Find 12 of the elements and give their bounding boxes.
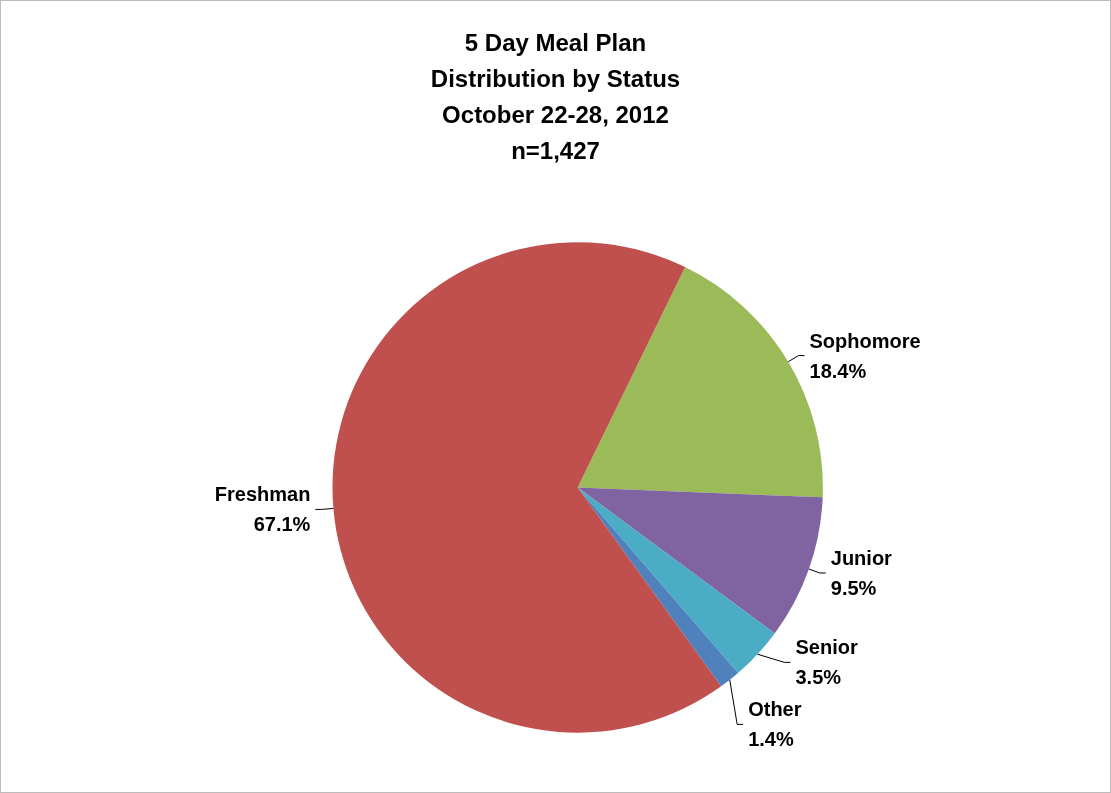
- slice-label: Junior: [830, 547, 893, 569]
- chart-subtitle: October 22-28, 2012 n=1,427: [442, 100, 669, 164]
- data-label: 18.4%: [809, 359, 867, 382]
- chart-title: 5 Day Meal Plan Distribution by Status: [430, 28, 681, 92]
- slice-label: Senior: [795, 636, 858, 659]
- slice-label: Sophomore: [809, 329, 921, 352]
- data-label: 3.5%: [795, 666, 842, 689]
- data-label: 67.1%: [253, 513, 311, 536]
- data-label: 9.5%: [830, 577, 877, 599]
- slice-label: Freshman: [214, 483, 311, 506]
- slice-label: Other: [748, 698, 802, 721]
- data-label: 1.4%: [748, 728, 794, 751]
